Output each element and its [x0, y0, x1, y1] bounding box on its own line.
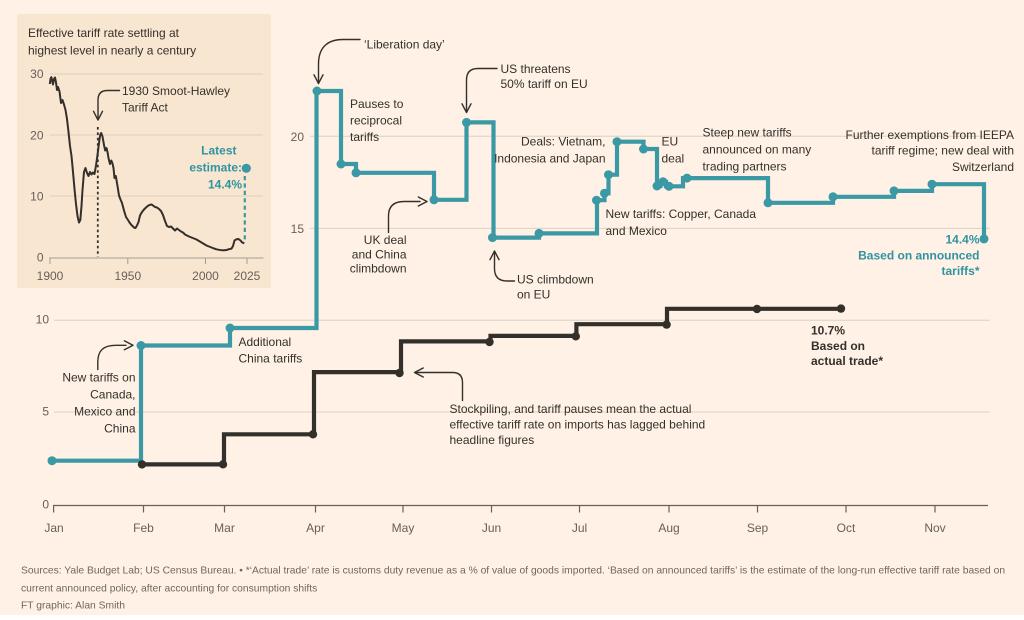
- svg-text:New tariffs on: New tariffs on: [62, 371, 135, 385]
- svg-text:Apr: Apr: [306, 521, 325, 535]
- svg-text:New tariffs: Copper, Canada: New tariffs: Copper, Canada: [606, 207, 757, 221]
- svg-text:Sources: Yale Budget Lab; US C: Sources: Yale Budget Lab; US Census Bure…: [21, 566, 1005, 577]
- svg-text:0: 0: [42, 497, 49, 511]
- svg-text:14.4%: 14.4%: [945, 233, 979, 247]
- svg-text:US threatens: US threatens: [501, 62, 571, 76]
- svg-text:Jun: Jun: [482, 521, 501, 535]
- svg-text:Nov: Nov: [924, 521, 945, 535]
- svg-text:EU: EU: [662, 135, 679, 149]
- svg-text:actual trade*: actual trade*: [811, 354, 883, 368]
- svg-text:Tariff Act: Tariff Act: [122, 101, 168, 115]
- svg-text:Further exemptions from IEEPA: Further exemptions from IEEPA: [845, 128, 1014, 142]
- svg-text:0: 0: [37, 251, 44, 265]
- svg-text:effective tariff rate on impor: effective tariff rate on imports has lag…: [450, 418, 706, 432]
- svg-text:US climbdown: US climbdown: [517, 273, 594, 287]
- svg-text:5: 5: [42, 404, 49, 418]
- svg-text:deal: deal: [662, 151, 685, 165]
- svg-text:headline figures: headline figures: [450, 433, 535, 447]
- svg-text:China tariffs: China tariffs: [239, 352, 303, 366]
- svg-text:and Mexico: and Mexico: [606, 224, 668, 238]
- svg-text:current announced policy, afte: current announced policy, after accounti…: [21, 584, 317, 595]
- svg-text:Additional: Additional: [239, 335, 292, 349]
- svg-text:1930 Smoot-Hawley: 1930 Smoot-Hawley: [122, 84, 230, 98]
- svg-text:Latest: Latest: [201, 143, 236, 157]
- svg-text:climbdown: climbdown: [350, 262, 407, 276]
- svg-text:Jul: Jul: [572, 521, 587, 535]
- svg-text:15: 15: [291, 222, 305, 236]
- svg-text:Oct: Oct: [837, 521, 856, 535]
- svg-text:Stockpiling, and tariff pauses: Stockpiling, and tariff pauses mean the …: [450, 402, 692, 416]
- svg-text:Aug: Aug: [658, 521, 679, 535]
- svg-text:Sep: Sep: [747, 521, 769, 535]
- svg-text:Steep new tariffs: Steep new tariffs: [703, 126, 792, 140]
- svg-text:Switzerland: Switzerland: [952, 160, 1014, 174]
- svg-text:Pauses to: Pauses to: [350, 97, 404, 111]
- svg-text:20: 20: [30, 128, 44, 142]
- svg-text:on EU: on EU: [517, 288, 550, 302]
- svg-text:10: 10: [36, 313, 50, 327]
- svg-text:‘Liberation day’: ‘Liberation day’: [364, 37, 445, 51]
- svg-text:10: 10: [30, 190, 44, 204]
- svg-text:1900: 1900: [37, 269, 64, 283]
- svg-text:2000: 2000: [192, 269, 219, 283]
- svg-text:Indonesia and Japan: Indonesia and Japan: [494, 151, 605, 165]
- svg-text:May: May: [392, 521, 415, 535]
- svg-text:Mexico and: Mexico and: [74, 405, 135, 419]
- svg-text:Canada,: Canada,: [90, 388, 135, 402]
- svg-text:Effective tariff rate settling: Effective tariff rate settling at: [28, 26, 180, 40]
- svg-text:and China: and China: [352, 247, 407, 261]
- svg-text:FT graphic: Alan Smith: FT graphic: Alan Smith: [21, 601, 125, 612]
- svg-text:Based on: Based on: [811, 339, 865, 353]
- svg-text:10.7%: 10.7%: [811, 324, 845, 338]
- svg-text:2025: 2025: [234, 269, 261, 283]
- svg-text:tariffs*: tariffs*: [941, 264, 979, 278]
- svg-text:highest level in nearly a cent: highest level in nearly a century: [28, 43, 196, 57]
- svg-text:1950: 1950: [114, 269, 141, 283]
- svg-text:tariffs: tariffs: [350, 130, 379, 144]
- svg-text:Based on announced: Based on announced: [858, 249, 979, 263]
- svg-text:China: China: [104, 422, 136, 436]
- svg-text:announced on many: announced on many: [703, 143, 812, 157]
- svg-text:tariff regime; new deal with: tariff regime; new deal with: [871, 144, 1014, 158]
- svg-text:20: 20: [291, 130, 305, 144]
- svg-text:trading partners: trading partners: [703, 160, 787, 174]
- svg-text:reciprocal: reciprocal: [350, 114, 402, 128]
- svg-text:30: 30: [30, 67, 44, 81]
- svg-text:Jan: Jan: [44, 521, 63, 535]
- svg-text:Mar: Mar: [214, 521, 235, 535]
- svg-text:estimate:: estimate:: [189, 160, 242, 174]
- svg-text:Feb: Feb: [133, 521, 154, 535]
- svg-text:UK deal: UK deal: [364, 233, 407, 247]
- svg-text:Deals: Vietnam,: Deals: Vietnam,: [521, 135, 606, 149]
- svg-text:50% tariff on EU: 50% tariff on EU: [501, 77, 588, 91]
- svg-text:14.4%: 14.4%: [208, 177, 242, 191]
